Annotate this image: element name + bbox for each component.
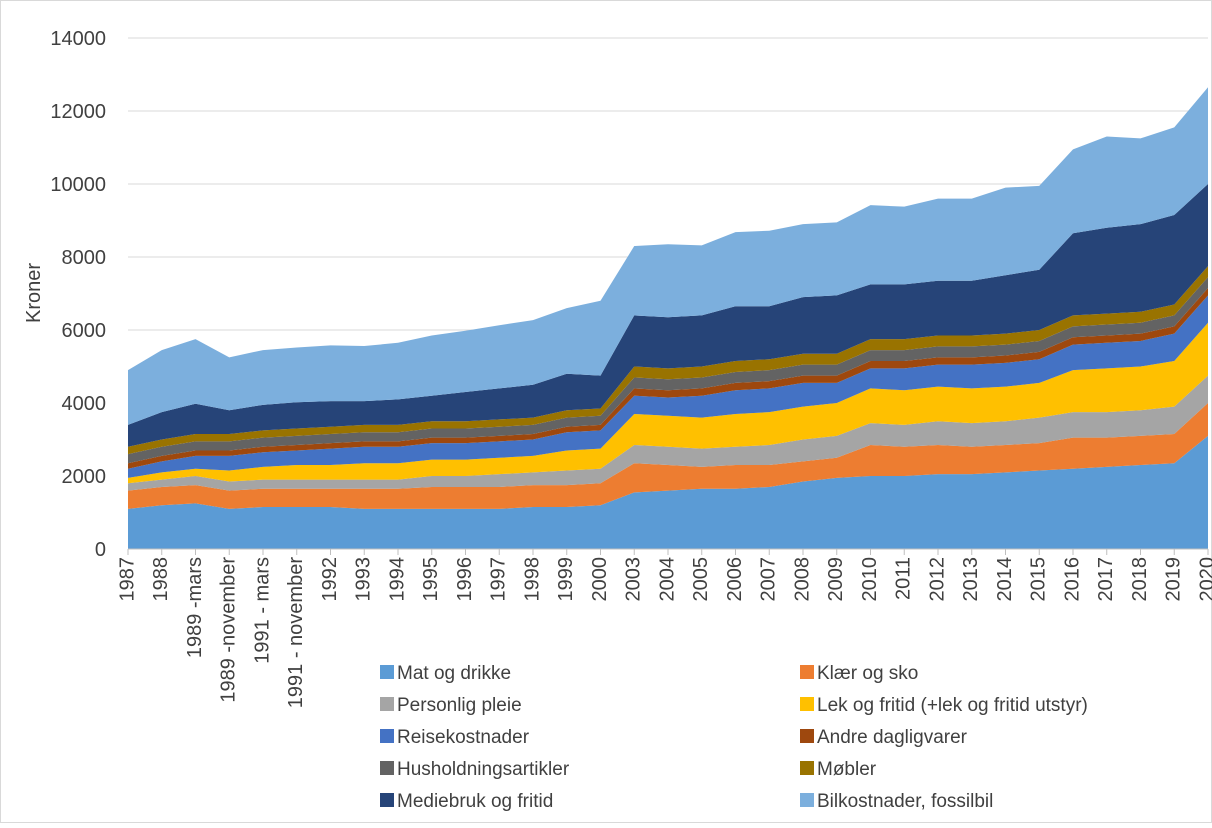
legend-swatch (800, 697, 814, 711)
legend-swatch (800, 729, 814, 743)
x-tick-label: 1993 (353, 557, 375, 602)
y-tick-label: 2000 (62, 466, 107, 488)
legend-swatch (800, 793, 814, 807)
area (128, 435, 1208, 549)
y-tick-label: 12000 (50, 101, 106, 123)
x-tick-label: 2020 (1196, 557, 1212, 602)
y-tick-label: 6000 (62, 320, 107, 342)
x-tick-label: 1988 (150, 557, 172, 602)
x-tick-label: 2019 (1163, 557, 1185, 602)
legend-label: Bilkostnader, fossilbil (817, 791, 993, 812)
x-tick-label: 2008 (791, 557, 813, 602)
y-axis-label: Kroner (23, 263, 45, 323)
x-tick-label: 1995 (420, 557, 442, 602)
legend-swatch (800, 665, 814, 679)
x-tick-label: 2004 (656, 557, 678, 602)
x-tick-label: 2018 (1129, 557, 1151, 602)
x-tick-label: 2015 (1028, 557, 1050, 602)
legend-label: Personlig pleie (397, 695, 522, 716)
legend-swatch (380, 665, 394, 679)
y-tick-label: 4000 (62, 393, 107, 415)
legend-label: Mediebruk og fritid (397, 791, 553, 812)
legend-swatch (380, 729, 394, 743)
legend-swatch (380, 793, 394, 807)
x-tick-label: 2003 (623, 557, 645, 602)
legend-label: Mat og drikke (397, 663, 511, 684)
x-tick-label: 2005 (690, 557, 712, 602)
x-tick-label: 1992 (319, 557, 341, 602)
x-tick-label: 1994 (386, 557, 408, 602)
x-tick-label: 2011 (893, 557, 915, 600)
y-tick-label: 8000 (62, 247, 107, 269)
legend-label: Møbler (817, 759, 877, 780)
legend-label: Andre dagligvarer (817, 727, 968, 748)
x-tick-label: 2017 (1095, 557, 1117, 602)
area (128, 288, 1208, 469)
x-tick-label: 2010 (859, 557, 881, 602)
legend-label: Klær og sko (817, 663, 918, 684)
x-tick-label: 1987 (116, 557, 138, 602)
x-tick-label: 2006 (724, 557, 746, 602)
x-tick-label: 1996 (454, 557, 476, 602)
x-tick-label: 1997 (488, 557, 510, 602)
legend-label: Husholdningsartikler (397, 759, 570, 780)
x-tick-label: 2013 (960, 557, 982, 602)
area (128, 403, 1208, 509)
x-tick-label: 1999 (555, 557, 577, 602)
area (128, 277, 1208, 464)
area (128, 375, 1208, 491)
x-tick-label: 1998 (521, 557, 543, 602)
legend-swatch (800, 761, 814, 775)
x-tick-label: 1989 -november (218, 557, 240, 703)
x-tick-label: 2012 (926, 557, 948, 602)
legend-label: Reisekostnader (397, 727, 530, 748)
legend-swatch (380, 761, 394, 775)
x-tick-label: 1991 - mars (251, 557, 273, 664)
area (128, 184, 1208, 447)
x-tick-label: 2009 (825, 557, 847, 602)
x-tick-label: 2016 (1061, 557, 1083, 602)
legend-label: Lek og fritid (+lek og fritid utstyr) (817, 695, 1088, 716)
y-tick-label: 14000 (50, 28, 106, 50)
y-tick-label: 0 (95, 539, 106, 561)
x-tick-label: 2007 (758, 557, 780, 602)
area (128, 295, 1208, 478)
area (128, 266, 1208, 455)
x-tick-label: 1989 -mars (184, 557, 206, 658)
x-tick-label: 1991 - november (285, 557, 307, 709)
area (128, 322, 1208, 484)
x-tick-label: 2000 (589, 557, 611, 602)
area (128, 87, 1208, 425)
legend-swatch (380, 697, 394, 711)
y-tick-label: 10000 (50, 174, 106, 196)
x-tick-label: 2014 (994, 557, 1016, 602)
